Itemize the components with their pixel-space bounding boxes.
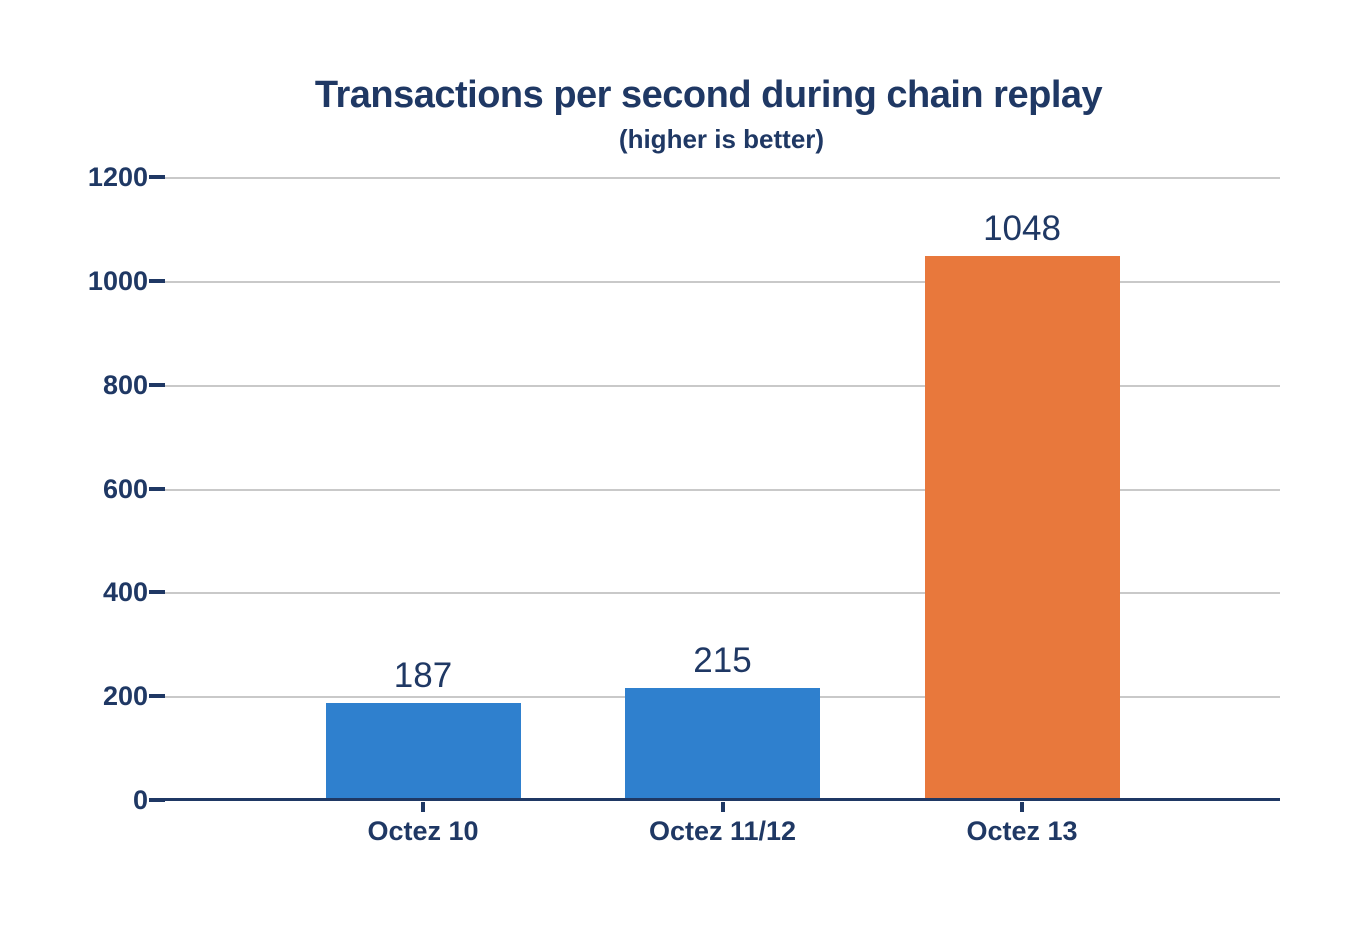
chart-title: Transactions per second during chain rep… — [314, 74, 1103, 116]
chart-subtitle: (higher is better) — [618, 124, 825, 154]
bar-group-octez-13: 1048 Octez 13 — [924, 177, 1120, 846]
bar-value-label: 187 — [393, 655, 453, 695]
y-axis-tick-label: 600 — [102, 473, 148, 504]
gridline-1000 — [163, 280, 1280, 283]
x-axis-category-label: Octez 11/12 — [648, 816, 797, 846]
bar-octez-13 — [924, 255, 1120, 800]
x-axis-tick — [1020, 802, 1024, 812]
x-axis-line — [163, 798, 1280, 801]
bar-octez-10 — [325, 702, 521, 800]
bar-octez-11-12 — [625, 688, 820, 800]
x-axis-tick — [421, 802, 425, 812]
bar-group-octez-10: 187 Octez 10 — [325, 177, 521, 846]
gridline-1200 — [163, 177, 1280, 179]
bar-value-label: 215 — [693, 641, 752, 681]
y-axis-tick-label: 1000 — [87, 265, 148, 296]
x-axis-category-label: Octez 13 — [966, 816, 1078, 846]
bar-value-label: 1048 — [983, 208, 1061, 248]
y-axis-tick-label: 1200 — [87, 162, 148, 192]
x-axis-category-label: Octez 10 — [367, 816, 479, 846]
y-axis-tick-label: 800 — [102, 369, 148, 400]
x-axis-tick — [720, 802, 725, 812]
y-axis-tick-label: 0 — [132, 785, 148, 815]
bar-group-octez-11-12: 215 Octez 11/12 — [625, 177, 820, 846]
plot-area: 187 Octez 10 215 Octez 11/12 1048 Octez … — [163, 177, 1280, 846]
y-axis-tick-label: 200 — [102, 681, 148, 712]
gridline-800 — [163, 384, 1280, 387]
y-axis-tick-label: 400 — [102, 577, 148, 608]
gridline-400 — [163, 592, 1280, 595]
gridline-600 — [163, 488, 1280, 491]
